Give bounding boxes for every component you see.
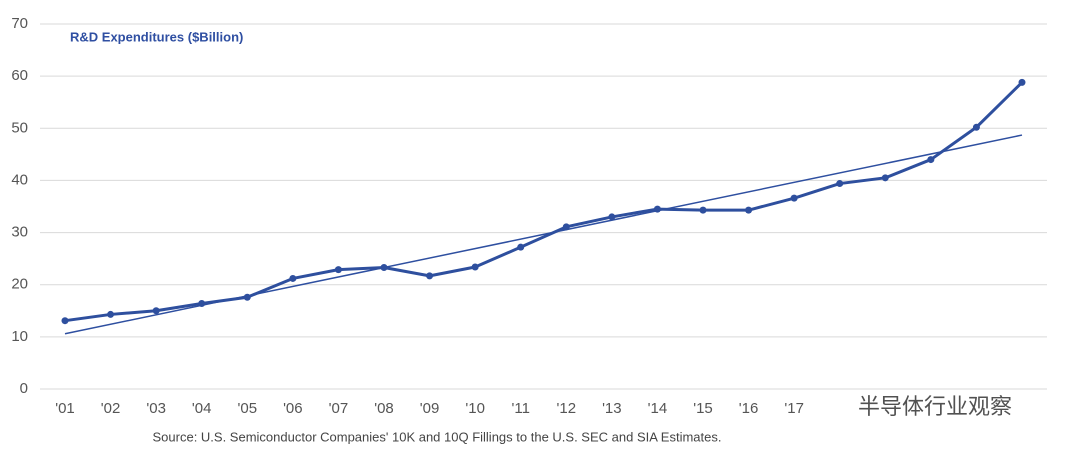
- x-tick-label: '03: [146, 400, 166, 417]
- x-tick-label: '16: [739, 400, 759, 417]
- x-tick-label: '06: [283, 400, 303, 417]
- data-point: [881, 174, 889, 182]
- data-point: [152, 307, 160, 315]
- x-tick-label: '10: [465, 400, 485, 417]
- data-point: [653, 205, 661, 213]
- data-point: [790, 194, 798, 202]
- data-point: [380, 264, 388, 272]
- y-tick-label: 30: [11, 224, 28, 241]
- y-tick-label: 70: [11, 15, 28, 32]
- data-point: [61, 317, 69, 325]
- data-point: [745, 206, 753, 214]
- data-point: [562, 223, 570, 231]
- data-point: [198, 299, 206, 307]
- x-tick-label: '12: [557, 400, 577, 417]
- chart-title: R&D Expenditures ($Billion): [70, 29, 243, 44]
- x-tick-label: '07: [329, 400, 349, 417]
- x-tick-label: '11: [511, 400, 529, 417]
- y-tick-label: 20: [11, 276, 28, 293]
- source-note: Source: U.S. Semiconductor Companies' 10…: [153, 429, 722, 444]
- x-tick-label: '08: [374, 400, 394, 417]
- data-point: [243, 293, 251, 301]
- y-tick-label: 50: [11, 119, 28, 136]
- x-tick-label: '05: [238, 400, 258, 417]
- watermark: 半导体行业观察: [858, 394, 1012, 419]
- data-point: [836, 180, 844, 188]
- x-tick-label: '04: [192, 400, 212, 417]
- x-tick-label: '13: [602, 400, 622, 417]
- x-tick-label: '01: [55, 400, 75, 417]
- x-tick-label: '14: [648, 400, 668, 417]
- data-point: [289, 274, 297, 282]
- data-point: [608, 213, 616, 221]
- data-point: [927, 156, 935, 164]
- data-point: [471, 263, 479, 271]
- data-point: [426, 272, 434, 280]
- y-tick-label: 40: [11, 171, 28, 188]
- data-point: [334, 266, 342, 274]
- y-tick-label: 60: [11, 67, 28, 84]
- data-point: [699, 206, 707, 214]
- data-point: [107, 310, 115, 318]
- y-tick-label: 10: [11, 328, 28, 345]
- data-point: [1018, 78, 1026, 86]
- data-point: [972, 123, 980, 131]
- x-tick-label: '02: [101, 400, 121, 417]
- x-tick-label: '15: [693, 400, 713, 417]
- y-tick-label: 0: [20, 380, 28, 397]
- x-tick-label: '09: [420, 400, 440, 417]
- data-point: [517, 243, 525, 251]
- data-line: [64, 81, 1024, 323]
- x-tick-label: '17: [784, 400, 804, 417]
